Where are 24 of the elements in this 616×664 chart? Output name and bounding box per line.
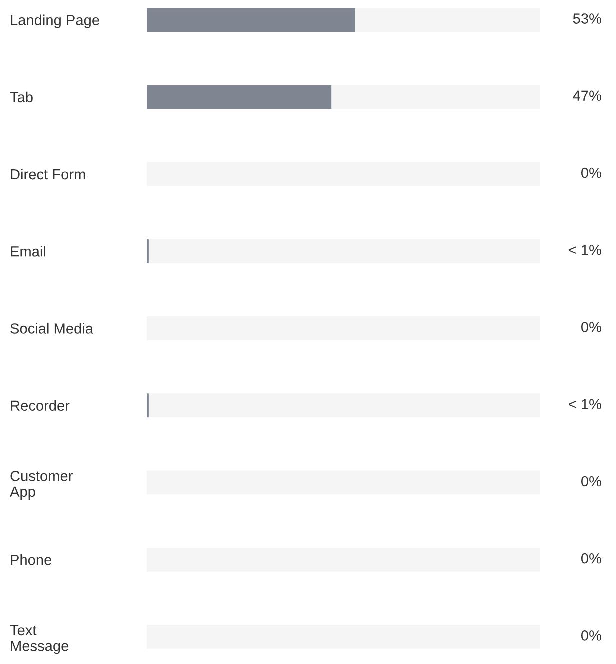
data-label: 0% <box>581 630 602 641</box>
data-label: 0% <box>581 168 602 178</box>
y-tick-label: Landing Page <box>11 14 100 28</box>
data-label: 47% <box>573 90 602 102</box>
y-tick-label: Direct Form <box>11 168 86 180</box>
bar <box>148 239 540 264</box>
data-label: 0% <box>581 476 602 487</box>
data-label: 0% <box>581 322 602 332</box>
bar <box>148 394 540 418</box>
data-label: 0% <box>581 553 602 564</box>
data-label: < 1% <box>569 245 602 256</box>
y-tick-label: Tab <box>10 92 33 103</box>
bar <box>355 8 540 32</box>
y-tick-label: Text Message <box>10 625 69 654</box>
y-tick-label: Phone <box>11 554 52 566</box>
y-tick-label: Email <box>11 246 46 257</box>
data-label: 53% <box>573 14 602 24</box>
bar <box>332 85 540 110</box>
y-tick-label: Social Media <box>10 323 94 334</box>
y-tick-label: Customer App <box>10 471 73 500</box>
data-label: < 1% <box>569 399 602 410</box>
bar <box>147 8 356 32</box>
y-tick-label: Recorder <box>11 400 70 412</box>
bar <box>147 85 332 110</box>
